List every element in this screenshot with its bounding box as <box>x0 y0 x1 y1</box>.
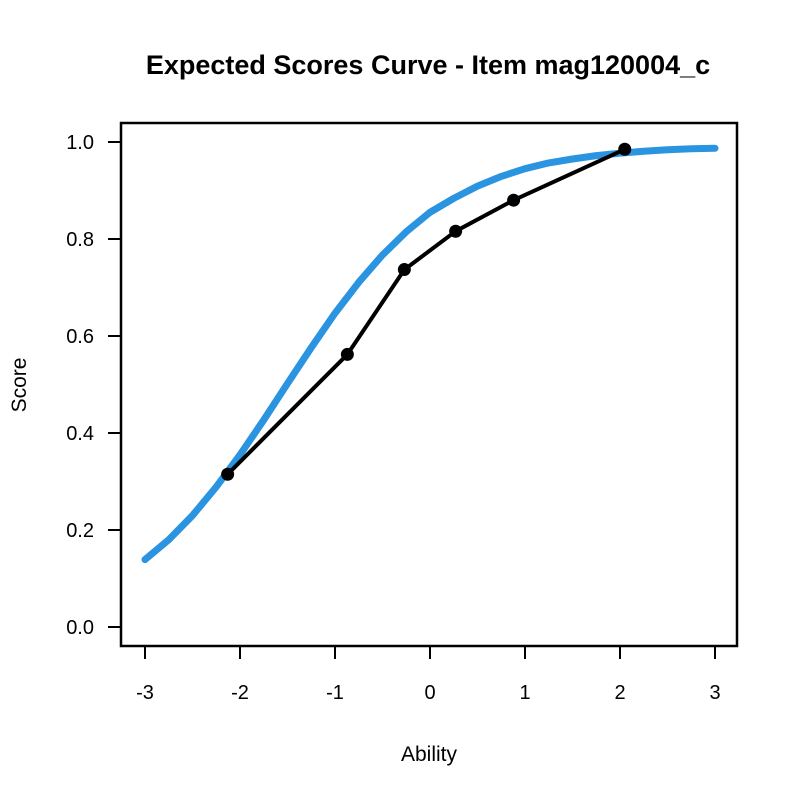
observed-score-point <box>221 467 235 481</box>
x-tick-label: -1 <box>326 682 344 704</box>
y-axis-label: Score <box>8 358 31 413</box>
y-tick-label: 1.0 <box>66 132 94 154</box>
observed-score-point <box>340 347 354 361</box>
y-tick-label: 0.8 <box>66 229 94 251</box>
series-layer <box>141 142 719 564</box>
y-tick-label: 0.0 <box>66 617 94 639</box>
observed-score-point <box>449 224 463 238</box>
x-tick-label: 3 <box>709 682 720 704</box>
y-tick-label: 0.2 <box>66 520 94 542</box>
x-tick-label: -2 <box>231 682 249 704</box>
observed-score-point <box>618 142 632 156</box>
y-axis: 0.0 0.2 0.4 0.6 0.8 1.0 <box>66 132 122 639</box>
plot-frame <box>119 121 739 648</box>
expected-scores-curve <box>141 144 719 564</box>
x-tick-label: 1 <box>519 682 530 704</box>
x-axis: -3 -2 -1 0 1 2 3 <box>136 645 721 704</box>
chart-title: Expected Scores Curve - Item mag120004_c <box>146 50 710 80</box>
y-tick-label: 0.4 <box>66 423 94 445</box>
y-tick-label: 0.6 <box>66 326 94 348</box>
x-tick-label: 2 <box>614 682 625 704</box>
observed-score-point <box>397 263 411 277</box>
x-axis-label: Ability <box>401 743 458 766</box>
x-tick-label: 0 <box>424 682 435 704</box>
observed-score-point <box>507 193 521 207</box>
x-tick-label: -3 <box>136 682 154 704</box>
observed-scores-line <box>225 147 627 477</box>
